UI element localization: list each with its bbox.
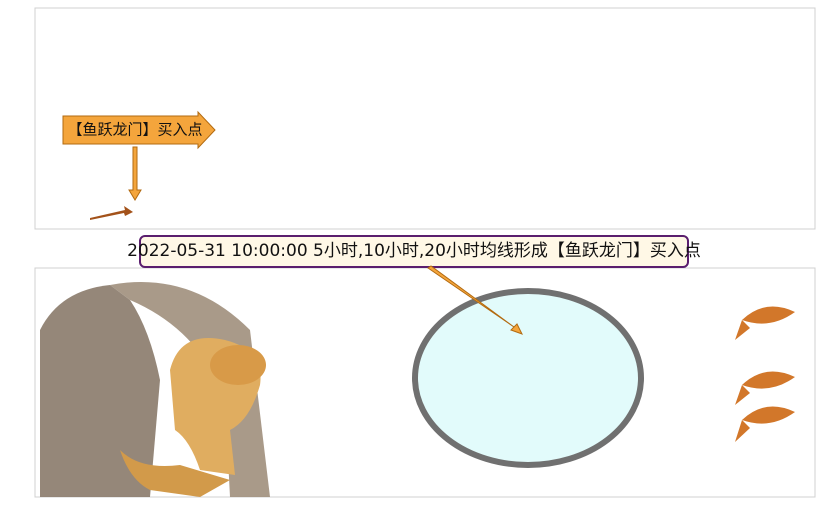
dog-tail — [120, 450, 230, 497]
fish — [735, 306, 795, 442]
bottom-annotation: 2022-05-31 10:00:00 5小时,10小时,20小时均线形成【鱼跃… — [127, 235, 701, 335]
annotation-arrow — [90, 206, 133, 220]
top-annotation: 【鱼跃龙门】买入点 — [62, 110, 216, 220]
annotation-text: 2022-05-31 10:00:00 5小时,10小时,20小时均线形成【鱼跃… — [127, 241, 701, 261]
decoration — [40, 282, 795, 497]
annotation-arrow — [427, 265, 524, 335]
dog-head — [210, 345, 266, 385]
annotation-arrow-box — [62, 110, 216, 150]
annotation-text: 【鱼跃龙门】买入点 — [67, 121, 202, 139]
arch-left — [40, 285, 160, 497]
annotation-box — [139, 235, 689, 268]
annotation-arrow — [128, 146, 142, 201]
highlight-ellipse — [412, 288, 644, 468]
